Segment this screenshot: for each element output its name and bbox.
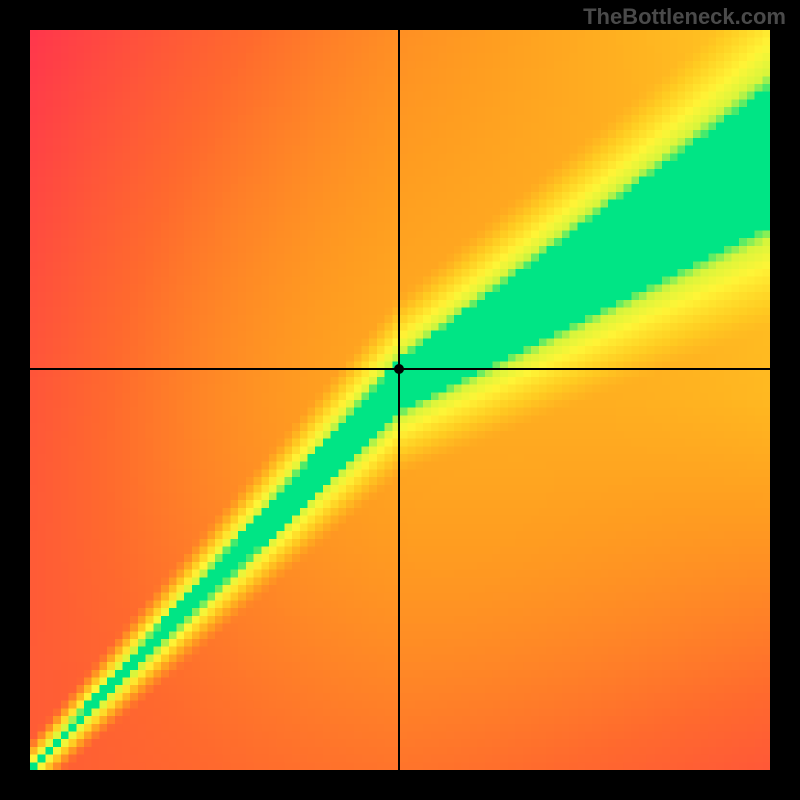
crosshair-vertical bbox=[398, 30, 400, 770]
figure-container: TheBottleneck.com bbox=[0, 0, 800, 800]
watermark-text: TheBottleneck.com bbox=[583, 4, 786, 30]
crosshair-marker bbox=[394, 364, 404, 374]
bottleneck-heatmap bbox=[30, 30, 770, 770]
